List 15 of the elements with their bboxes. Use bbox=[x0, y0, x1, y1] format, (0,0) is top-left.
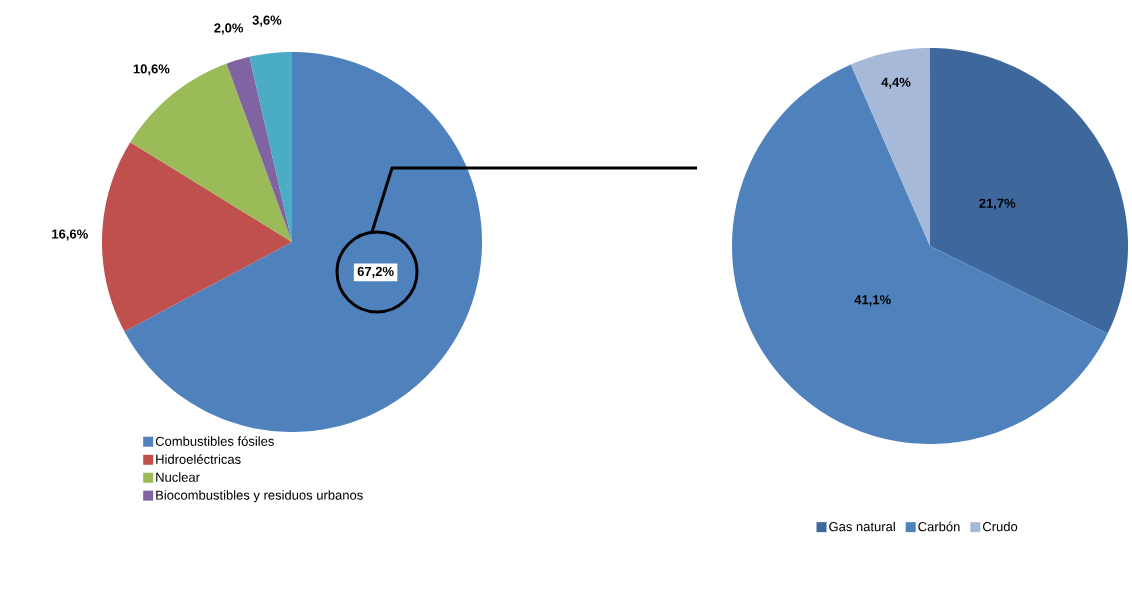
data-label: 21,7% bbox=[979, 198, 1016, 210]
legend-label: Hidroeléctricas bbox=[156, 454, 241, 464]
legend-label: Crudo bbox=[982, 521, 1018, 532]
data-label: 16,6% bbox=[52, 229, 88, 241]
legend-label: Carbón bbox=[918, 521, 960, 532]
legend-label: Biocombustibles y residuos urbanos bbox=[156, 490, 363, 503]
legend-label: Nuclear bbox=[156, 472, 200, 482]
legend-label: Combustibles fósiles bbox=[155, 436, 274, 446]
data-label: 41,1% bbox=[854, 295, 891, 307]
legend-label: Gas natural bbox=[829, 521, 895, 532]
data-label: 10,6% bbox=[133, 64, 170, 76]
data-label: 4,4% bbox=[881, 77, 911, 89]
data-label: 3,6% bbox=[252, 15, 282, 27]
data-label: 67,2% bbox=[357, 266, 394, 278]
data-label: 2,0% bbox=[214, 23, 244, 35]
